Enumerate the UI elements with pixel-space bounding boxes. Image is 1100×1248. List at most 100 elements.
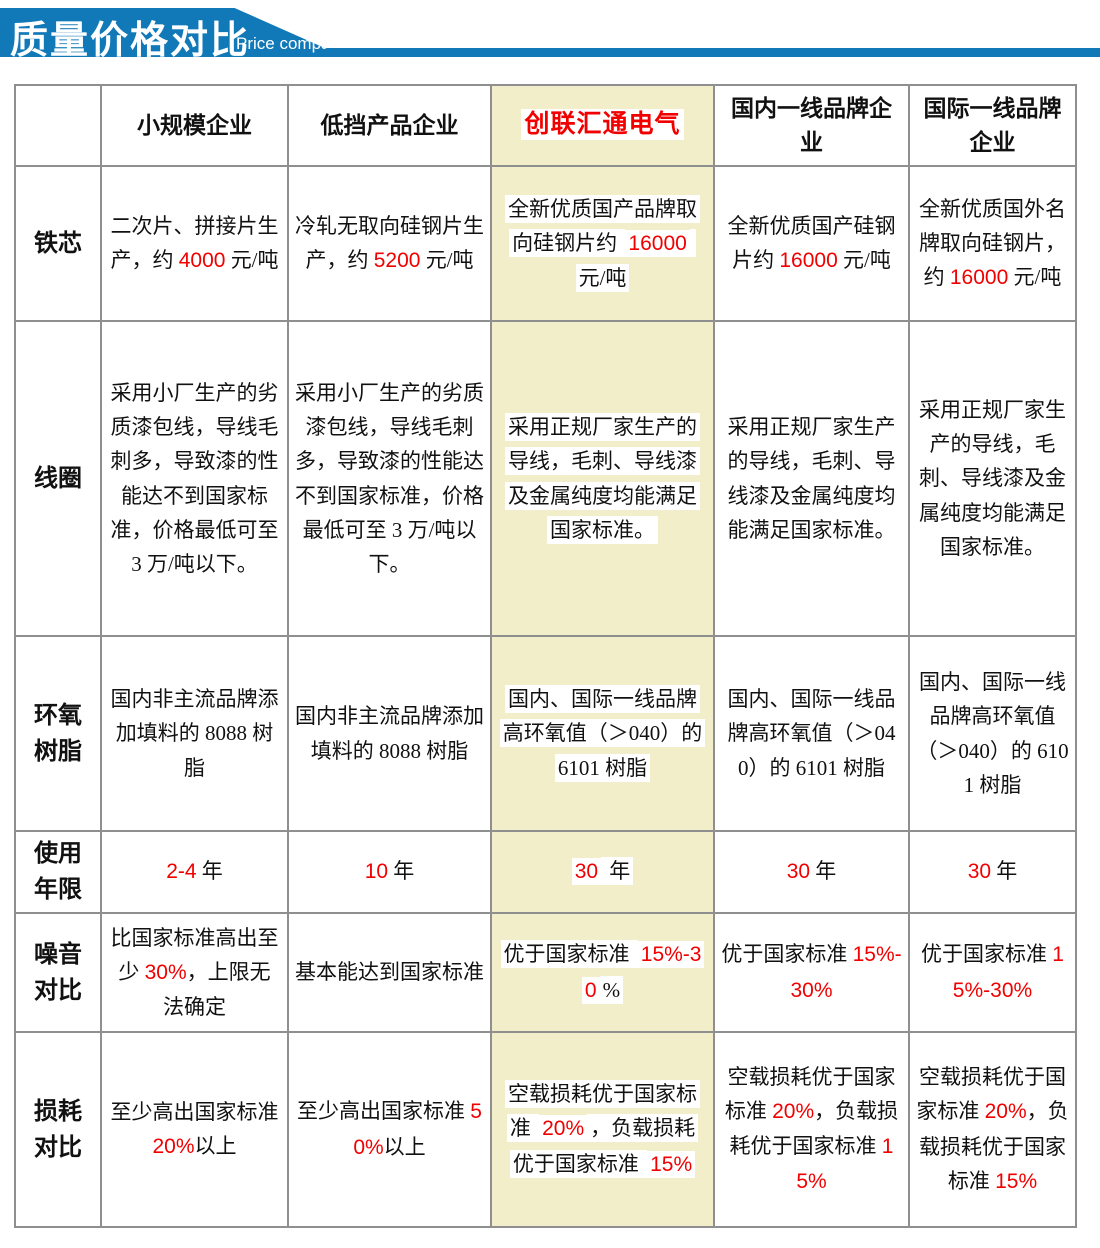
emphasis-value: 20% [539,1115,588,1143]
cell-text: 至少高出国家标准 [110,1099,279,1124]
table-cell: 30 年 [713,830,910,914]
cell-text: ，负载损耗优于国家标准 [919,1099,1069,1193]
table-cell: 全新优质国产品牌取向硅钢片约 16000 元/吨 [490,165,715,322]
table-cell: 国内非主流品牌添加填料的 8088 树脂 [287,635,492,832]
brand-column-label: 创联汇通电气 [521,109,684,141]
cell-text: 优于国家标准 [921,942,1053,967]
table-cell: 30 年 [490,830,715,914]
emphasis-value: 30% [144,960,187,984]
cell-text: 采用小厂生产的劣质漆包线，导线毛刺多，导致漆的性能达不到国家标准，价格最低可至 … [110,381,279,576]
row-label: 环氧树脂 [14,635,102,832]
emphasis-value: 15% [995,1169,1038,1193]
cell-text: ，负载损耗优于国家标准 [729,1098,899,1158]
column-header: 创联汇通电气 [490,84,715,167]
column-header: 小规模企业 [100,84,289,167]
emphasis-value: 15%-30% [790,943,902,1002]
cell-text: 元/吨 [225,248,279,272]
emphasis-value: 5200 [373,249,421,272]
table-cell: 采用小厂生产的劣质漆包线，导线毛刺多，导致漆的性能达不到国家标准，价格最低可至 … [100,320,289,637]
row-label: 线圈 [14,320,102,637]
comparison-table: 小规模企业 低挡产品企业 创联汇通电气 国内一线品牌企业 国际一线品牌企业 铁芯 二次片、… [14,84,1077,1228]
cell-text: 年 [810,859,837,884]
emphasis-value: 30 [967,860,992,884]
cell-text: 以上 [194,1134,237,1158]
table-body: 铁芯 二次片、拼接片生产，约 4000 元/吨 冷轧无取向硅钢片生产，约 5200 … [14,165,1077,1228]
cell-text: 国内、国际一线品牌高环氧值（＞040）的 6101 树脂 [727,687,896,780]
row-label: 损耗对比 [14,1031,102,1228]
table-cell: 空载损耗优于国家标准 20%，负载损耗优于国家标准 15% [490,1031,715,1228]
cell-text: 采用正规厂家生产的导线，毛刺、导线漆及金属纯度均能满足国家标准。 [919,398,1066,559]
emphasis-value: 4000 [178,249,226,272]
cell-text: 空载损耗优于国家标准 [916,1065,1066,1124]
table-cell: 优于国家标准 15%-30% [908,912,1077,1033]
emphasis-value: 50% [353,1100,482,1159]
emphasis-value: 2-4 [166,860,197,884]
emphasis-value: 30 [786,860,811,884]
table-row: 铁芯 二次片、拼接片生产，约 4000 元/吨 冷轧无取向硅钢片生产，约 5200 … [14,165,1077,322]
emphasis-value: 20% [984,1100,1027,1124]
page-banner: 质量价格对比 Price comparison [0,0,1100,57]
cell-text: 国内、国际一线品牌高环氧值（＞040）的 6101 树脂 [916,670,1069,797]
column-header [14,84,102,167]
cell-text: 以上 [383,1134,426,1159]
row-label: 噪音对比 [14,912,102,1033]
cell-text: 年 [601,857,634,886]
cell-text: 比国家标准高出至少 [110,925,279,984]
cell-text: 国内非主流品牌添加填料的 8088 树脂 [295,704,484,763]
table-cell: 优于国家标准 15%-30% [490,912,715,1033]
cell-text: ，上限无法确定 [163,959,271,1019]
table-cell: 国内、国际一线品牌高环氧值（＞040）的 6101 树脂 [713,635,910,832]
cell-text: 基本能达到国家标准 [295,960,484,985]
table-cell: 采用正规厂家生产的导线，毛刺、导线漆及金属纯度均能满足国家标准。 [713,320,910,637]
emphasis-value: 15% [647,1150,696,1178]
emphasis-value: 15%-30% [952,943,1064,1002]
table-cell: 国内非主流品牌添加填料的 8088 树脂 [100,635,289,832]
cell-text: 年 [991,859,1018,884]
table-cell: 采用正规厂家生产的导线，毛刺、导线漆及金属纯度均能满足国家标准。 [908,320,1077,637]
cell-text: 全新优质国外名牌取向硅钢片，约 [919,196,1066,289]
cell-text: 元/吨 [1008,265,1062,289]
table-cell: 2-4 年 [100,830,289,914]
header-row: 小规模企业 低挡产品企业 创联汇通电气 国内一线品牌企业 国际一线品牌企业 [14,84,1077,167]
emphasis-value: 16000 [779,249,838,272]
emphasis-value: 20% [772,1099,815,1123]
table-cell: 二次片、拼接片生产，约 4000 元/吨 [100,165,289,322]
cell-text: 优于国家标准 [721,942,853,967]
table-cell: 至少高出国家标准 20%以上 [100,1031,289,1228]
cell-text: 采用小厂生产的劣质漆包线，导线毛刺多，导致漆的性能达不到国家标准，价格最低可至 … [295,381,484,576]
row-label: 铁芯 [14,165,102,322]
cell-text: 年 [388,859,415,884]
banner-badge: 质量价格对比 Price comparison [0,8,345,57]
table-cell: 10 年 [287,830,492,914]
cell-text: 采用正规厂家生产的导线，毛刺、导线漆及金属纯度均能满足国家标准。 [727,415,896,542]
cell-text: 优于国家标准 [500,940,638,969]
table-cell: 冷轧无取向硅钢片生产，约 5200 元/吨 [287,165,492,322]
cell-text: 年 [196,859,223,884]
table-cell: 采用正规厂家生产的导线，毛刺、导线漆及金属纯度均能满足国家标准。 [490,320,715,637]
table-row: 使用年限 2-4 年 10 年 30 年 30 年 30 年 [14,830,1077,914]
cell-text: 国内、国际一线品牌高环氧值（＞040）的 6101 树脂 [499,685,706,782]
banner-underline [0,48,1100,57]
row-label: 使用年限 [14,830,102,914]
cell-text: 元/吨 [420,248,474,272]
table-cell: 基本能达到国家标准 [287,912,492,1033]
emphasis-value: 20% [152,1135,195,1158]
table-cell: 国内、国际一线品牌高环氧值（＞040）的 6101 树脂 [908,635,1077,832]
cell-text: 二次片、拼接片生产，约 [110,213,279,272]
table-cell: 30 年 [908,830,1077,914]
table-row: 噪音对比 比国家标准高出至少 30%，上限无法确定 基本能达到国家标准 优于国家标准 … [14,912,1077,1033]
emphasis-value: 15% [796,1135,894,1194]
table-cell: 比国家标准高出至少 30%，上限无法确定 [100,912,289,1033]
cell-text: 冷轧无取向硅钢片生产，约 [295,213,484,272]
table-cell: 优于国家标准 15%-30% [713,912,910,1033]
emphasis-value: 16000 [625,229,690,257]
table-cell: 全新优质国产硅钢片约 16000 元/吨 [713,165,910,322]
cell-text: 国内非主流品牌添加填料的 8088 树脂 [110,687,279,780]
emphasis-value: 30 [571,858,602,886]
table-cell: 空载损耗优于国家标准 20%，负载损耗优于国家标准 15% [713,1031,910,1228]
page-title: 质量价格对比 [10,20,251,62]
table-cell: 国内、国际一线品牌高环氧值（＞040）的 6101 树脂 [490,635,715,832]
cell-text: 采用正规厂家生产的导线，毛刺、导线漆及金属纯度均能满足国家标准。 [505,413,700,544]
table-cell: 全新优质国外名牌取向硅钢片，约 16000 元/吨 [908,165,1077,322]
table-header: 小规模企业 低挡产品企业 创联汇通电气 国内一线品牌企业 国际一线品牌企业 [14,84,1077,167]
